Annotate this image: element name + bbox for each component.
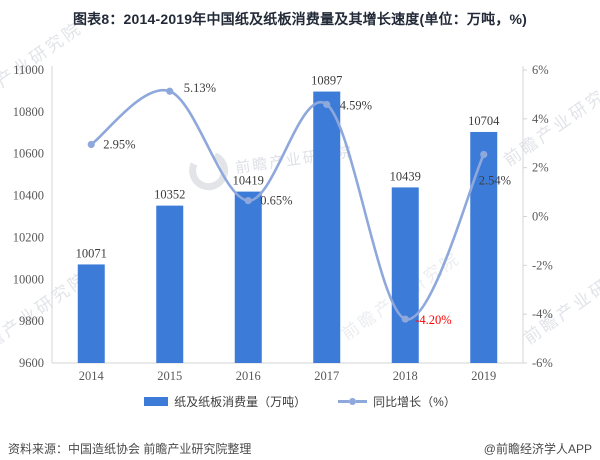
- growth-point-2019: [480, 150, 488, 159]
- right-axis-tick-label: 0%: [532, 210, 549, 224]
- growth-point-2018: [401, 315, 409, 323]
- bar-2017: [313, 91, 341, 363]
- bar-2019: [470, 131, 498, 363]
- bar-2014: [77, 264, 105, 363]
- bar-series-swatch: [144, 397, 169, 406]
- growth-value-label: -4.20%: [415, 313, 451, 327]
- x-axis-label: 2019: [471, 369, 496, 383]
- bar-value-label: 10439: [390, 169, 421, 183]
- source-text: 资料来源：中国造纸协会 前瞻产业研究院整理: [8, 442, 252, 456]
- growth-value-label: 5.13%: [184, 81, 216, 95]
- line-swatch-dot-icon: [349, 398, 357, 405]
- right-axis-tick-label: -2%: [532, 258, 553, 272]
- chart-legend: 纸及纸板消费量（万吨） 同比增长（%）: [0, 393, 600, 410]
- bar-value-label: 10071: [76, 246, 107, 260]
- right-axis-tick-label: -6%: [532, 356, 553, 370]
- legend-label-growth: 同比增长（%）: [373, 395, 456, 409]
- legend-label-consumption: 纸及纸板消费量（万吨）: [174, 395, 307, 409]
- bar-2016: [234, 191, 262, 363]
- growth-value-label: 0.65%: [260, 194, 292, 208]
- left-axis-tick-label: 9600: [19, 356, 44, 370]
- credit-text: @前瞻经济学人APP: [483, 442, 592, 456]
- line-swatch-segment: [356, 400, 368, 403]
- x-axis-label: 2015: [157, 369, 182, 383]
- left-axis-tick-label: 10200: [13, 230, 44, 244]
- bar-value-label: 10704: [468, 114, 500, 128]
- bar-2015: [156, 205, 184, 363]
- growth-point-2016: [244, 197, 252, 205]
- growth-value-label: 2.54%: [479, 173, 511, 187]
- right-axis-tick-label: 6%: [532, 63, 549, 77]
- line-series-swatch: [338, 398, 368, 405]
- left-axis-tick-label: 10800: [13, 105, 44, 119]
- growth-point-2017: [323, 100, 331, 109]
- bar-2018: [391, 187, 419, 363]
- growth-value-label: 4.59%: [340, 98, 372, 112]
- left-axis-tick-label: 10000: [13, 272, 44, 286]
- right-axis-tick-label: 4%: [532, 112, 549, 126]
- left-axis-tick-label: 9800: [19, 314, 44, 328]
- legend-item-consumption: 纸及纸板消费量（万吨）: [144, 393, 306, 410]
- chart-footer: 资料来源：中国造纸协会 前瞻产业研究院整理 @前瞻经济学人APP: [0, 440, 600, 457]
- growth-point-2015: [166, 87, 174, 95]
- right-axis-tick-label: 2%: [532, 161, 549, 175]
- left-axis-tick-label: 10600: [13, 147, 44, 161]
- bar-value-label: 10419: [233, 174, 264, 188]
- growth-point-2014: [87, 140, 95, 149]
- legend-item-growth: 同比增长（%）: [338, 393, 456, 410]
- x-axis-label: 2016: [236, 369, 261, 383]
- left-axis-tick-label: 11000: [13, 63, 44, 77]
- chart-title: 图表8：2014-2019年中国纸及纸板消费量及其增长速度(单位：万吨，%): [72, 11, 528, 27]
- x-axis-label: 2018: [393, 369, 418, 383]
- x-axis-label: 2017: [314, 369, 339, 383]
- bar-value-label: 10352: [154, 188, 185, 202]
- bar-value-label: 10897: [311, 74, 342, 88]
- x-axis-label: 2014: [79, 369, 105, 383]
- right-axis-tick-label: -4%: [532, 307, 553, 321]
- left-axis-tick-label: 10400: [13, 189, 44, 203]
- line-swatch-segment: [338, 400, 350, 403]
- growth-value-label: 2.95%: [103, 137, 135, 151]
